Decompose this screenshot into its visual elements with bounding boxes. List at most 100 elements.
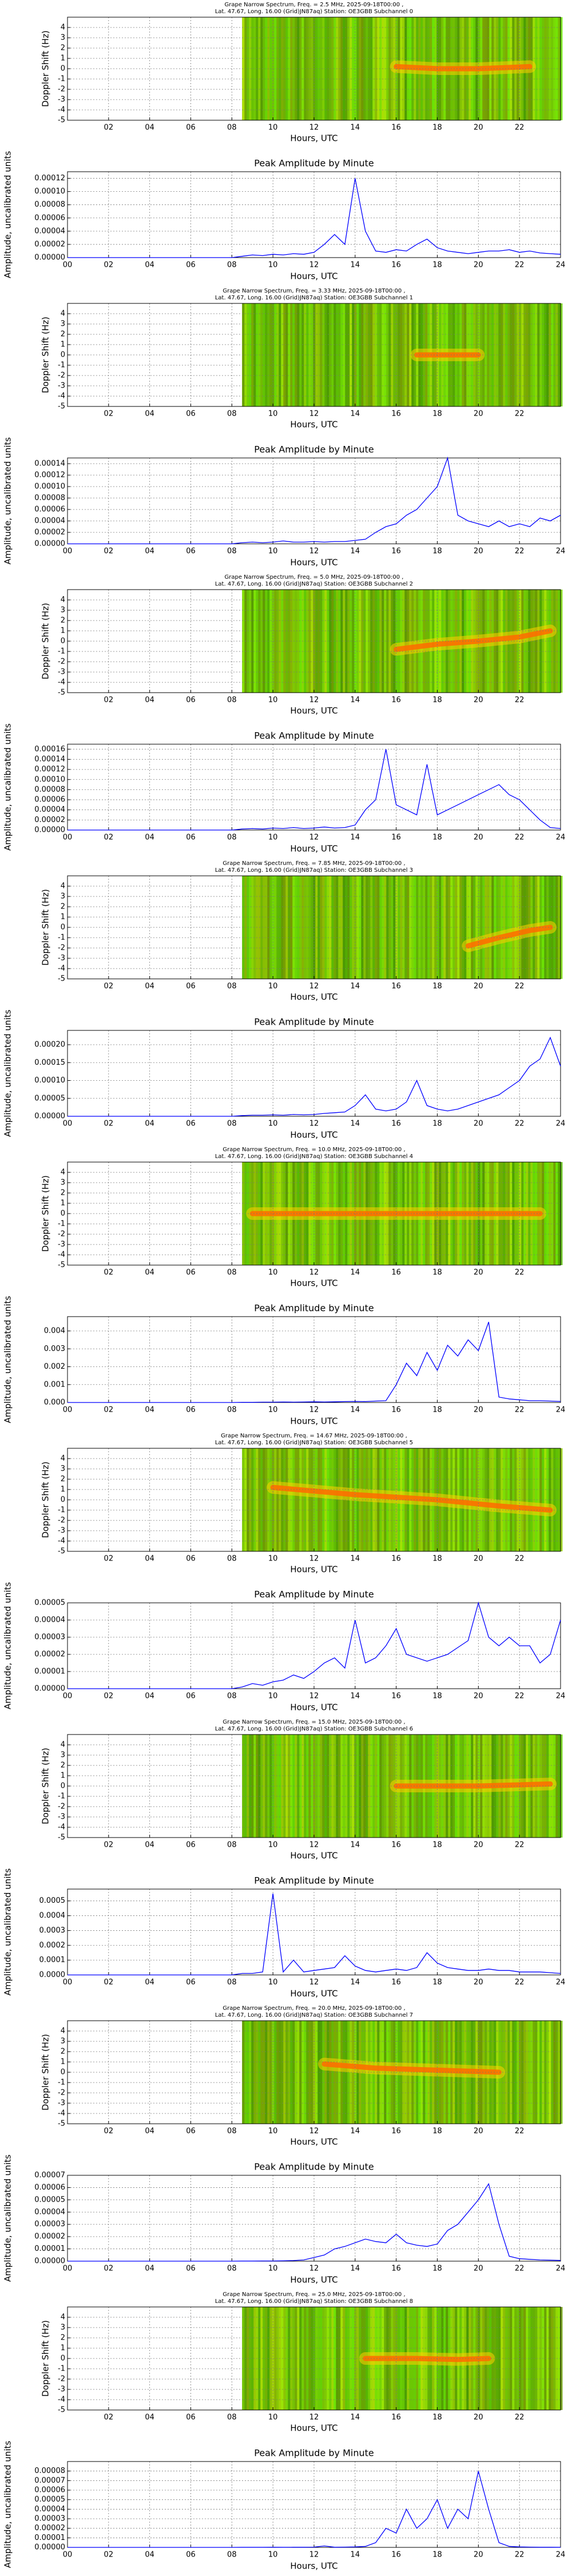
spectrum-texture bbox=[283, 2021, 286, 2124]
spectrum-texture bbox=[295, 1735, 297, 1838]
chart-title: Grape Narrow Spectrum, Freq. = 25.0 MHz,… bbox=[223, 2291, 405, 2298]
x-tick-label: 06 bbox=[186, 1692, 196, 1701]
spectrum-texture bbox=[375, 17, 378, 120]
x-tick-label: 12 bbox=[309, 124, 319, 132]
spectrum-texture bbox=[345, 876, 348, 979]
spectrum-texture bbox=[546, 1448, 549, 1551]
x-tick-label: 20 bbox=[474, 2265, 483, 2273]
y-axis-label: Amplitude, uncalibrated units bbox=[3, 1010, 13, 1137]
chart-title: Grape Narrow Spectrum, Freq. = 2.5 MHz, … bbox=[225, 2, 404, 8]
spectrum-texture bbox=[340, 303, 343, 406]
x-tick-label: 08 bbox=[227, 1555, 237, 1563]
spectrum-texture bbox=[265, 17, 268, 120]
spectrum-texture bbox=[285, 1735, 288, 1838]
spectrum-texture bbox=[251, 590, 254, 693]
x-tick-label: 14 bbox=[351, 1692, 360, 1701]
x-tick-label: 04 bbox=[145, 2127, 154, 2136]
y-tick-label: 4 bbox=[61, 1455, 65, 1463]
x-tick-label: 16 bbox=[391, 2265, 401, 2273]
x-tick-label: 22 bbox=[515, 696, 525, 705]
spectrum-texture bbox=[535, 2307, 538, 2410]
x-tick-label: 22 bbox=[515, 982, 525, 991]
spectrum-texture bbox=[539, 590, 542, 693]
x-axis-label: Hours, UTC bbox=[290, 1989, 337, 1999]
spectrum-texture bbox=[253, 2307, 256, 2410]
spectrum-texture bbox=[276, 876, 279, 979]
spectrum-texture bbox=[388, 1735, 391, 1838]
spectrum-texture bbox=[260, 1448, 263, 1551]
spectrum-texture bbox=[425, 876, 428, 979]
x-tick-label: 02 bbox=[104, 124, 114, 132]
spectrum-texture bbox=[260, 2021, 263, 2124]
spectrum-texture bbox=[251, 303, 254, 406]
spectrum-texture bbox=[363, 590, 366, 693]
spectrum-texture bbox=[354, 1735, 357, 1838]
spectrum-texture bbox=[274, 590, 277, 693]
spectrum-texture bbox=[331, 876, 334, 979]
x-tick-label: 06 bbox=[186, 124, 196, 132]
x-tick-label: 08 bbox=[227, 696, 237, 705]
y-axis-label: Doppler Shift (Hz) bbox=[41, 1175, 51, 1252]
spectrum-texture bbox=[317, 1735, 320, 1838]
x-tick-label: 10 bbox=[268, 2265, 278, 2273]
spectrum-texture bbox=[340, 2307, 343, 2410]
y-tick-label: -4 bbox=[58, 1251, 65, 1259]
spectrum-texture bbox=[333, 876, 336, 979]
x-tick-label: 10 bbox=[268, 1692, 278, 1701]
spectrum-texture bbox=[558, 17, 561, 120]
spectrum-texture bbox=[340, 1448, 343, 1551]
x-axis-label: Hours, UTC bbox=[290, 1130, 337, 1140]
spectrum-texture bbox=[331, 17, 334, 120]
x-tick-label: 18 bbox=[432, 2127, 442, 2136]
spectrum-texture bbox=[356, 17, 359, 120]
spectrum-texture bbox=[466, 876, 469, 979]
spectrum-texture bbox=[329, 17, 332, 120]
y-tick-label: 0.00010 bbox=[34, 187, 65, 196]
spectrum-texture bbox=[253, 17, 256, 120]
x-tick-label: 16 bbox=[391, 2127, 401, 2136]
y-tick-label: 2 bbox=[61, 1189, 65, 1198]
x-axis-label: Hours, UTC bbox=[290, 420, 337, 430]
plot-frame bbox=[67, 171, 561, 258]
spectrum-texture bbox=[366, 17, 368, 120]
spectrum-texture bbox=[377, 590, 380, 693]
x-tick-label: 12 bbox=[309, 1269, 319, 1277]
spectrum-texture bbox=[340, 590, 343, 693]
spectrum-texture bbox=[329, 2021, 332, 2124]
spectrum-texture bbox=[297, 1735, 300, 1838]
x-tick-label: 20 bbox=[474, 261, 483, 270]
y-tick-label: -4 bbox=[58, 1823, 65, 1832]
y-tick-label: 1 bbox=[61, 1772, 65, 1780]
spectrum-texture bbox=[317, 17, 320, 120]
chart-title: Grape Narrow Spectrum, Freq. = 5.0 MHz, … bbox=[225, 574, 404, 580]
spectrum-texture bbox=[549, 590, 551, 693]
spectrum-texture bbox=[549, 303, 551, 406]
spectrum-texture bbox=[537, 303, 540, 406]
spectrum-texture bbox=[306, 2021, 309, 2124]
spectrum-texture bbox=[436, 876, 439, 979]
spectrum-texture bbox=[283, 590, 286, 693]
x-tick-label: 00 bbox=[63, 1978, 73, 1987]
x-tick-label: 18 bbox=[432, 1269, 442, 1277]
y-tick-label: 0 bbox=[61, 1210, 65, 1218]
y-tick-label: 0.00004 bbox=[34, 227, 65, 235]
spectrum-texture bbox=[471, 876, 474, 979]
spectrum-texture bbox=[322, 2021, 325, 2124]
x-tick-label: 12 bbox=[309, 1692, 319, 1701]
y-tick-label: 1 bbox=[61, 54, 65, 63]
x-tick-label: 16 bbox=[391, 1120, 401, 1128]
spectrum-texture bbox=[340, 876, 343, 979]
y-tick-label: 0.003 bbox=[44, 1345, 65, 1353]
x-tick-label: 00 bbox=[63, 547, 73, 556]
spectrum-texture bbox=[251, 1735, 254, 1838]
x-tick-label: 08 bbox=[227, 833, 237, 842]
spectrum-texture bbox=[356, 1735, 359, 1838]
spectrum-texture bbox=[308, 1735, 311, 1838]
spectrum-texture bbox=[386, 17, 389, 120]
x-tick-label: 16 bbox=[391, 410, 401, 418]
spectrum-texture bbox=[285, 876, 288, 979]
spectrum-texture bbox=[340, 17, 343, 120]
x-tick-label: 22 bbox=[515, 410, 525, 418]
x-tick-label: 10 bbox=[268, 2551, 278, 2559]
spectrum-texture bbox=[283, 2307, 286, 2410]
